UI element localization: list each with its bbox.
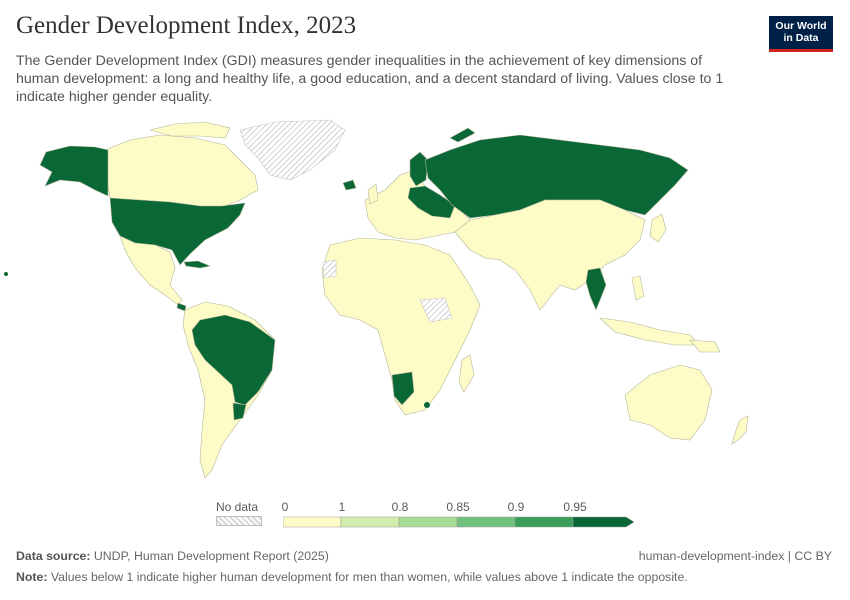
new-zealand-region[interactable]	[731, 415, 749, 445]
logo-line-1: Our World	[775, 20, 827, 32]
mexico-region[interactable]	[119, 235, 183, 306]
hawaii-region[interactable]	[4, 272, 8, 276]
legend-color-bar[interactable]	[283, 516, 638, 528]
western-sahara-region[interactable]	[322, 259, 337, 279]
indonesia-region[interactable]	[599, 317, 701, 346]
iceland-region[interactable]	[342, 179, 357, 191]
uruguay-region[interactable]	[232, 402, 247, 421]
canada-arctic-islands[interactable]	[149, 121, 231, 139]
brazil-region[interactable]	[191, 314, 276, 406]
world-map[interactable]	[0, 115, 850, 495]
australia-region[interactable]	[624, 364, 713, 441]
footer-slug-license[interactable]: human-development-index | CC BY	[638, 549, 832, 563]
note-label: Note:	[16, 570, 48, 584]
legend-bin-1[interactable]	[283, 516, 342, 528]
panama-region[interactable]	[176, 302, 187, 312]
source-label: Data source:	[16, 549, 91, 563]
source-text[interactable]: UNDP, Human Development Report (2025)	[93, 549, 329, 563]
note-text: Values below 1 indicate higher human dev…	[50, 570, 688, 584]
madagascar-region[interactable]	[458, 354, 475, 393]
finland-region[interactable]	[409, 151, 429, 187]
footer-note: Note: Values below 1 indicate higher hum…	[16, 570, 688, 584]
cuba-region[interactable]	[183, 260, 212, 269]
lesotho-region[interactable]	[424, 402, 430, 408]
thailand-region[interactable]	[585, 267, 607, 311]
namibia-region[interactable]	[391, 371, 415, 406]
alaska-region[interactable]	[39, 145, 109, 197]
legend-no-data-swatch[interactable]	[216, 516, 262, 526]
legend-tick-2: 0.8	[391, 500, 409, 514]
legend-bin-3[interactable]	[398, 516, 458, 528]
philippines-region[interactable]	[631, 275, 645, 301]
legend-tick-3: 0.85	[446, 500, 470, 514]
africa-region[interactable]	[321, 237, 481, 416]
greenland-region[interactable]	[239, 119, 346, 181]
baltic-belarus-ukraine-region[interactable]	[407, 185, 456, 219]
uk-region[interactable]	[367, 183, 379, 205]
chart-subtitle: The Gender Development Index (GDI) measu…	[16, 53, 724, 105]
legend-bin-5[interactable]	[514, 516, 574, 528]
asia-region[interactable]	[454, 199, 646, 311]
legend-bin-4[interactable]	[456, 516, 516, 528]
arctic-russia-islands[interactable]	[449, 127, 476, 143]
logo-line-2: in Data	[783, 32, 819, 44]
owid-logo[interactable]: Our World in Data	[769, 16, 833, 52]
canada-region[interactable]	[104, 134, 259, 208]
russia-region[interactable]	[424, 134, 689, 219]
chart-title: Gender Development Index, 2023	[16, 12, 357, 39]
legend-tick-4: 0.9	[507, 500, 525, 514]
legend-tick-0: 0	[281, 500, 289, 514]
legend-tick-5: 0.95	[563, 500, 587, 514]
legend-tick-1: 1	[338, 500, 346, 514]
legend-bin-2[interactable]	[340, 516, 400, 528]
japan-region[interactable]	[649, 213, 667, 243]
legend-bin-6[interactable]	[572, 516, 635, 528]
png-region[interactable]	[689, 339, 721, 353]
legend-no-data-label: No data	[216, 500, 259, 514]
sudan-region[interactable]	[419, 297, 453, 323]
footer-source: Data source: UNDP, Human Development Rep…	[16, 549, 329, 563]
